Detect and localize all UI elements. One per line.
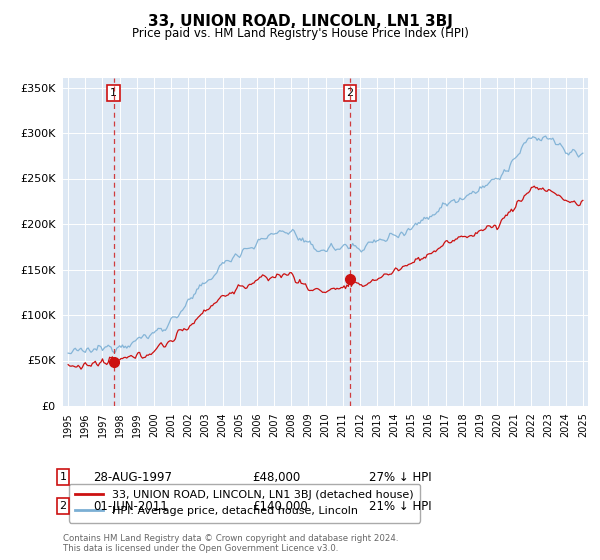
Text: 01-JUN-2011: 01-JUN-2011 <box>93 500 168 513</box>
Text: 27% ↓ HPI: 27% ↓ HPI <box>369 470 431 484</box>
Text: 2: 2 <box>59 501 67 511</box>
Text: Price paid vs. HM Land Registry's House Price Index (HPI): Price paid vs. HM Land Registry's House … <box>131 27 469 40</box>
Legend: 33, UNION ROAD, LINCOLN, LN1 3BJ (detached house), HPI: Average price, detached : 33, UNION ROAD, LINCOLN, LN1 3BJ (detach… <box>68 484 420 522</box>
Text: 33, UNION ROAD, LINCOLN, LN1 3BJ: 33, UNION ROAD, LINCOLN, LN1 3BJ <box>148 14 452 29</box>
Text: 28-AUG-1997: 28-AUG-1997 <box>93 470 172 484</box>
Text: Contains HM Land Registry data © Crown copyright and database right 2024.
This d: Contains HM Land Registry data © Crown c… <box>63 534 398 553</box>
Text: 21% ↓ HPI: 21% ↓ HPI <box>369 500 431 513</box>
Text: £48,000: £48,000 <box>252 470 300 484</box>
Text: 1: 1 <box>59 472 67 482</box>
Text: £140,000: £140,000 <box>252 500 308 513</box>
Text: 1: 1 <box>110 88 117 98</box>
Text: 2: 2 <box>346 88 353 98</box>
